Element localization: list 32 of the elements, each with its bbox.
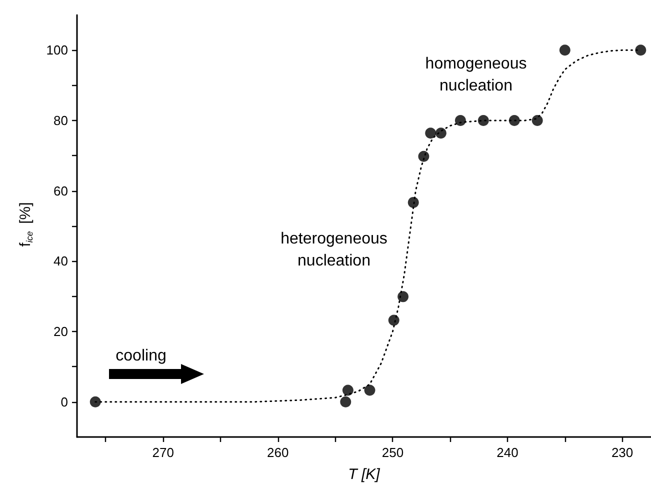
y-tick-label: 0 <box>60 394 68 410</box>
point <box>408 196 419 208</box>
annotation: homogeneous nucleation <box>425 56 527 94</box>
point <box>388 314 400 326</box>
x-tick-label: 230 <box>611 445 634 460</box>
y-tick-label: 40 <box>54 254 68 269</box>
annotation: heterogeneous nucleation <box>280 230 388 270</box>
point <box>364 384 376 396</box>
x-tick-label: 240 <box>496 445 518 460</box>
point <box>635 44 646 56</box>
y-axis-title: fice [%] <box>17 202 34 247</box>
point <box>532 115 543 126</box>
y-tick-label: 80 <box>54 113 68 128</box>
x-tick-label: 260 <box>267 445 289 460</box>
y-tick-label: 60 <box>54 183 68 198</box>
point <box>435 128 446 139</box>
x-tick-label: 250 <box>382 445 404 460</box>
point <box>425 128 436 139</box>
x-tick-label: 270 <box>152 445 174 460</box>
point <box>454 115 466 126</box>
point <box>418 150 430 162</box>
point <box>398 291 409 302</box>
point <box>90 396 101 408</box>
point <box>340 396 352 408</box>
point <box>559 44 570 56</box>
y-tick-label: 100 <box>46 42 68 58</box>
y-tick-label: 20 <box>54 324 68 339</box>
annotation: cooling <box>116 348 166 364</box>
point <box>478 115 489 126</box>
point <box>342 384 354 396</box>
x-axis-title: T [K] <box>348 466 381 483</box>
point <box>508 115 520 126</box>
